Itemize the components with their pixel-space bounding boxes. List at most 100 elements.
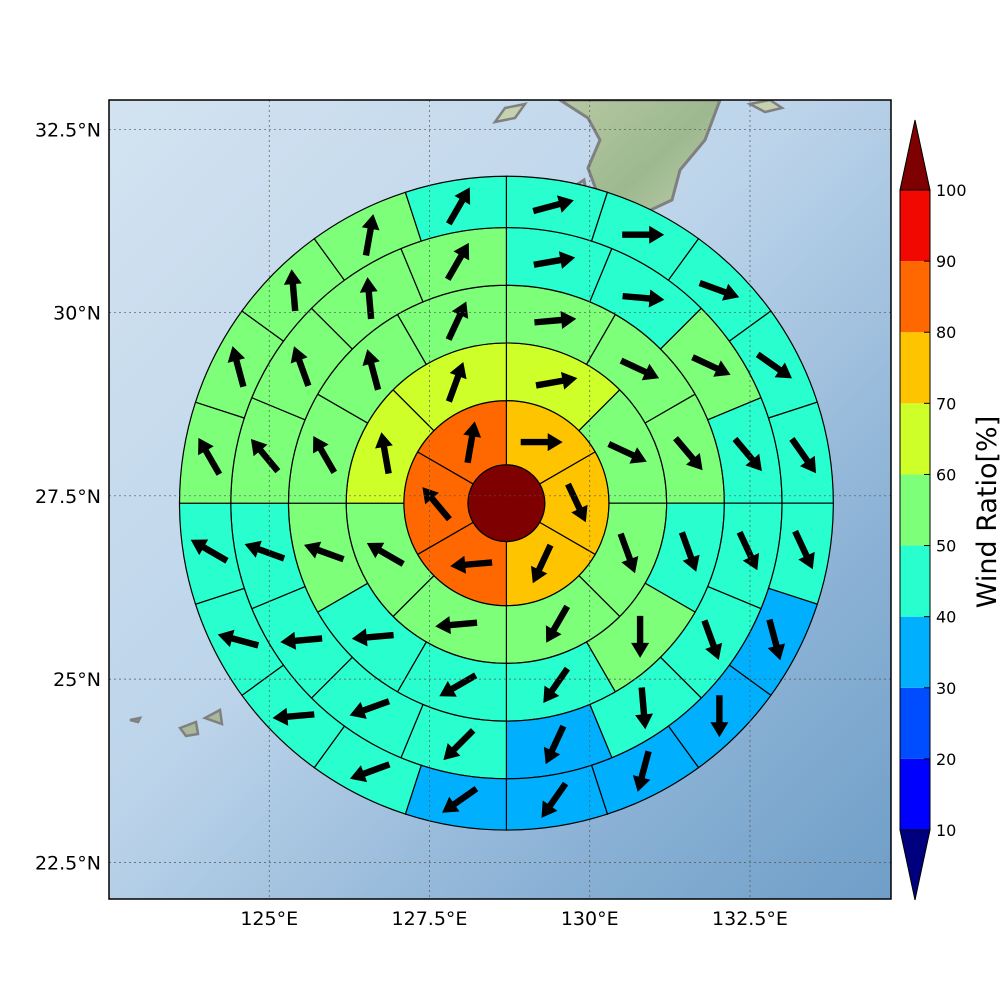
- colorbar-frame: [899, 189, 931, 831]
- wind-arrow-ring-5-3: [755, 351, 792, 379]
- wind-arrow-ring-4-0: [533, 251, 576, 269]
- colorbar-band: [900, 403, 930, 475]
- wind-arrow-ring-5-8: [632, 750, 652, 792]
- wind-arrow-ring-1-2: [531, 543, 554, 584]
- longitude-ticks: 125°E 127.5°E 130°E 132.5°E: [240, 908, 788, 930]
- colorbar-tick-label: 40: [936, 608, 956, 627]
- wind-arrow-ring-3-7: [351, 628, 394, 647]
- wind-arrow-ring-4-1: [622, 289, 665, 308]
- y-tick-label: 32.5°N: [35, 119, 101, 141]
- wind-arrow-ring-5-1: [622, 225, 665, 244]
- wind-arrow-ring-5-5: [792, 529, 815, 570]
- wind-arrow-ring-5-11: [349, 761, 391, 783]
- wind-arrow-ring-2-7: [445, 362, 467, 403]
- colorbar-label: Wind Ratio[%]: [972, 416, 1000, 608]
- colorbar-tick-label: 100: [936, 181, 967, 200]
- wind-arrow-ring-2-4: [435, 616, 478, 635]
- wind-arrow-ring-2-1: [607, 441, 647, 464]
- colorbar-band: [900, 190, 930, 262]
- wind-arrow-ring-3-10: [362, 349, 382, 391]
- wind-arrow-ring-3-3: [678, 531, 700, 572]
- wind-arrow-ring-2-0: [535, 371, 578, 390]
- wind-ratio-sectors: [178, 175, 834, 831]
- colorbar-band: [900, 758, 930, 830]
- colorbar-tick-label: 80: [936, 323, 956, 342]
- islands-sakishima: [129, 684, 287, 738]
- colorbar-tick-label: 20: [936, 750, 956, 769]
- wind-arrow-ring-5-7: [710, 695, 729, 738]
- colorbar: 10 20 30 40 50 60 70 80 90 100: [899, 119, 967, 901]
- colorbar-band: [900, 687, 930, 759]
- wind-arrow-ring-4-15: [445, 242, 470, 281]
- wind-arrow-ring-4-10: [280, 631, 323, 650]
- wind-arrow-ring-3-8: [304, 541, 345, 563]
- wind-arrow-ring-3-11: [445, 301, 469, 341]
- wind-arrow-ring-5-17: [283, 269, 302, 312]
- wind-arrow-ring-5-19: [446, 187, 471, 226]
- x-tick-label: 127.5°E: [392, 908, 468, 930]
- wind-arrow-ring-5-15: [198, 437, 223, 476]
- wind-arrow-ring-2-5: [366, 542, 405, 567]
- colorbar-tick-label: 50: [936, 537, 956, 556]
- wind-arrows: [190, 187, 816, 818]
- map-gridlines: [109, 100, 891, 899]
- colorbar-tick-label: 70: [936, 394, 956, 413]
- colorbar-band: [900, 474, 930, 546]
- wind-arrow-ring-2-6: [375, 432, 393, 475]
- wind-arrow-ring-4-3: [732, 436, 762, 472]
- wind-arrow-ring-3-1: [619, 357, 660, 381]
- colorbar-tick-label: 30: [936, 679, 956, 698]
- wind-arrow-ring-5-9: [541, 781, 569, 818]
- x-tick-label: 132.5°E: [712, 908, 788, 930]
- wind-arrow-ring-1-0: [520, 433, 563, 452]
- map-frame: [108, 99, 892, 900]
- colorbar-band: [900, 332, 930, 404]
- wind-arrow-ring-4-4: [736, 530, 760, 571]
- wind-arrow-ring-3-5: [543, 666, 570, 703]
- wind-arrow-ring-4-9: [349, 698, 391, 719]
- colorbar-band: [900, 545, 930, 617]
- wind-arrow-ring-4-13: [290, 346, 312, 387]
- wind-arrow-ring-5-14: [190, 539, 229, 564]
- wind-arrow-ring-5-18: [361, 214, 380, 256]
- wind-arrow-ring-5-10: [442, 786, 479, 813]
- y-tick-label: 22.5°N: [35, 852, 101, 874]
- wind-arrow-ring-1-3: [450, 555, 493, 574]
- wind-arrow-ring-1-1: [565, 482, 588, 523]
- wind-arrow-ring-2-3: [545, 604, 570, 643]
- x-tick-label: 125°E: [240, 908, 298, 930]
- wind-arrow-ring-5-2: [698, 280, 740, 301]
- wind-arrow-ring-5-4: [789, 437, 816, 474]
- wind-arrow-ring-5-0: [532, 195, 574, 215]
- wind-arrow-ring-5-16: [227, 346, 247, 388]
- y-tick-label: 30°N: [53, 303, 101, 325]
- colorbar-extend-min: [899, 829, 931, 901]
- wind-arrow-ring-2-2: [617, 532, 639, 574]
- wind-arrow-ring-3-0: [534, 311, 577, 329]
- wind-arrow-ring-1-5: [463, 421, 482, 464]
- wind-arrow-ring-4-5: [701, 619, 723, 660]
- latitude-ticks: 22.5°N 25°N 27.5°N 30°N 32.5°N: [35, 119, 101, 874]
- colorbar-band: [900, 261, 930, 333]
- wind-arrow-ring-3-2: [673, 436, 703, 471]
- wind-arrow-ring-4-6: [635, 687, 653, 730]
- wind-arrow-ring-4-2: [691, 354, 731, 377]
- coast-northwest: [492, 102, 528, 124]
- y-tick-label: 27.5°N: [35, 486, 101, 508]
- wind-arrow-ring-4-12: [250, 438, 281, 474]
- colorbar-tick-label: 60: [936, 465, 956, 484]
- colorbar-tick-label: 10: [936, 821, 956, 840]
- wind-arrow-ring-5-12: [272, 707, 315, 726]
- y-tick-label: 25°N: [53, 669, 101, 691]
- wind-arrow-ring-3-4: [631, 615, 650, 658]
- colorbar-tick-label: 90: [936, 252, 956, 271]
- wind-arrow-ring-5-13: [217, 629, 260, 649]
- wind-arrow-ring-5-6: [766, 618, 786, 661]
- wind-arrow-ring-4-7: [543, 724, 567, 765]
- colorbar-band: [900, 616, 930, 688]
- wind-arrow-ring-4-11: [244, 540, 286, 562]
- coast-northeast: [746, 100, 786, 114]
- wind-arrow-ring-4-8: [443, 728, 476, 761]
- wind-arrow-ring-3-9: [313, 436, 337, 474]
